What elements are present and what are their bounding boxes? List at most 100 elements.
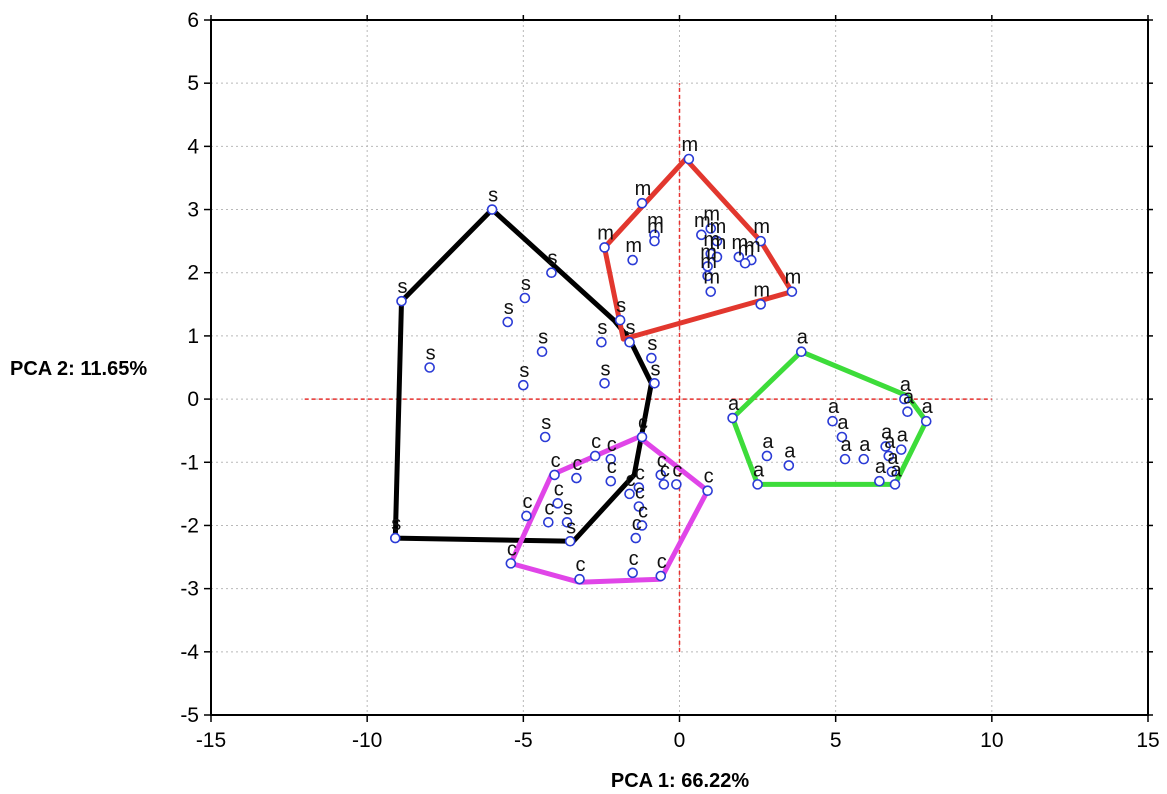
grid-lines bbox=[211, 20, 1148, 715]
point-label-c: c bbox=[657, 551, 667, 573]
point-c bbox=[605, 453, 617, 465]
point-c bbox=[702, 485, 713, 497]
point-label-a: a bbox=[897, 425, 909, 447]
point-label-c: c bbox=[626, 469, 636, 491]
x-tick-label: 15 bbox=[1136, 729, 1159, 752]
point-a bbox=[883, 450, 895, 462]
point-label-m: m bbox=[694, 210, 711, 232]
point-label-m: m bbox=[635, 178, 652, 200]
point-label-c: c bbox=[554, 478, 564, 500]
point-label-a: a bbox=[728, 393, 740, 415]
point-label-m: m bbox=[647, 216, 664, 238]
point-label-a: a bbox=[840, 434, 852, 456]
reference-lines bbox=[304, 83, 992, 652]
y-tick-label: 3 bbox=[187, 199, 199, 222]
point-label-s: s bbox=[651, 358, 661, 380]
point-label-c: c bbox=[507, 538, 517, 560]
x-tick-label: 0 bbox=[674, 729, 686, 752]
y-tick-label: -5 bbox=[180, 704, 199, 727]
point-m bbox=[683, 153, 695, 165]
point-label-m: m bbox=[710, 216, 727, 238]
point-label-c: c bbox=[591, 431, 601, 453]
point-c bbox=[655, 469, 667, 481]
point-m bbox=[733, 251, 745, 263]
point-label-m: m bbox=[785, 267, 802, 289]
point-label-m: m bbox=[710, 232, 727, 254]
point-label-c: c bbox=[522, 491, 532, 513]
point-a bbox=[874, 475, 885, 487]
x-tick-label: -15 bbox=[196, 729, 226, 752]
point-m bbox=[649, 235, 660, 247]
point-s bbox=[389, 532, 401, 544]
point-s bbox=[539, 431, 551, 443]
y-tick-label: 4 bbox=[187, 135, 199, 158]
point-a bbox=[899, 393, 910, 405]
point-m bbox=[711, 251, 723, 263]
point-c bbox=[671, 479, 682, 490]
point-label-c: c bbox=[672, 459, 682, 481]
point-m bbox=[711, 235, 723, 247]
point-label-m: m bbox=[700, 241, 717, 263]
x-tick-label: 10 bbox=[980, 729, 1003, 752]
point-label-s: s bbox=[398, 276, 408, 298]
y-tick-label: -1 bbox=[180, 451, 199, 474]
point-label-s: s bbox=[391, 513, 401, 535]
point-label-a: a bbox=[884, 431, 896, 453]
point-s bbox=[536, 346, 548, 358]
y-tick-label: 0 bbox=[187, 388, 199, 411]
point-label-c: c bbox=[632, 513, 642, 535]
point-label-a: a bbox=[890, 459, 902, 481]
point-m bbox=[786, 286, 798, 297]
point-label-s: s bbox=[566, 516, 576, 538]
point-label-s: s bbox=[597, 317, 607, 339]
point-a bbox=[783, 460, 795, 471]
point-c bbox=[605, 475, 617, 487]
point-c bbox=[624, 488, 635, 500]
point-label-a: a bbox=[828, 396, 840, 418]
point-a bbox=[761, 450, 773, 462]
point-s bbox=[424, 362, 435, 373]
point-label-m: m bbox=[738, 238, 755, 260]
point-label-a: a bbox=[887, 447, 899, 469]
point-c bbox=[658, 479, 670, 490]
x-tick-label: 5 bbox=[830, 729, 842, 752]
point-label-c: c bbox=[704, 466, 714, 488]
point-c bbox=[630, 532, 642, 544]
x-tick-label: -10 bbox=[352, 729, 382, 752]
point-c bbox=[574, 573, 585, 585]
point-label-a: a bbox=[900, 374, 912, 396]
point-m bbox=[739, 257, 751, 269]
point-c bbox=[552, 498, 563, 509]
point-s bbox=[486, 204, 498, 215]
point-label-s: s bbox=[426, 343, 436, 365]
point-c bbox=[571, 472, 582, 484]
point-label-s: s bbox=[521, 273, 531, 295]
point-s bbox=[614, 314, 626, 326]
point-m bbox=[755, 299, 767, 310]
point-c bbox=[627, 567, 638, 579]
point-s bbox=[502, 316, 514, 328]
point-label-s: s bbox=[601, 358, 611, 380]
point-label-m: m bbox=[703, 229, 720, 251]
point-label-s: s bbox=[647, 333, 657, 355]
point-label-c: c bbox=[629, 548, 639, 570]
point-label-m: m bbox=[753, 216, 770, 238]
point-a bbox=[880, 441, 891, 452]
point-label-c: c bbox=[576, 554, 586, 576]
point-a bbox=[727, 412, 738, 424]
point-label-a: a bbox=[784, 440, 796, 462]
point-c bbox=[655, 570, 667, 582]
point-label-m: m bbox=[625, 235, 642, 257]
point-m bbox=[702, 270, 713, 282]
point-label-s: s bbox=[538, 327, 548, 349]
x-tick-label: -5 bbox=[514, 729, 533, 752]
point-label-c: c bbox=[544, 497, 554, 519]
point-m bbox=[599, 242, 610, 253]
y-tick-label: 5 bbox=[187, 72, 199, 95]
point-label-a: a bbox=[875, 456, 887, 478]
point-c bbox=[633, 501, 645, 512]
point-a bbox=[902, 406, 913, 418]
